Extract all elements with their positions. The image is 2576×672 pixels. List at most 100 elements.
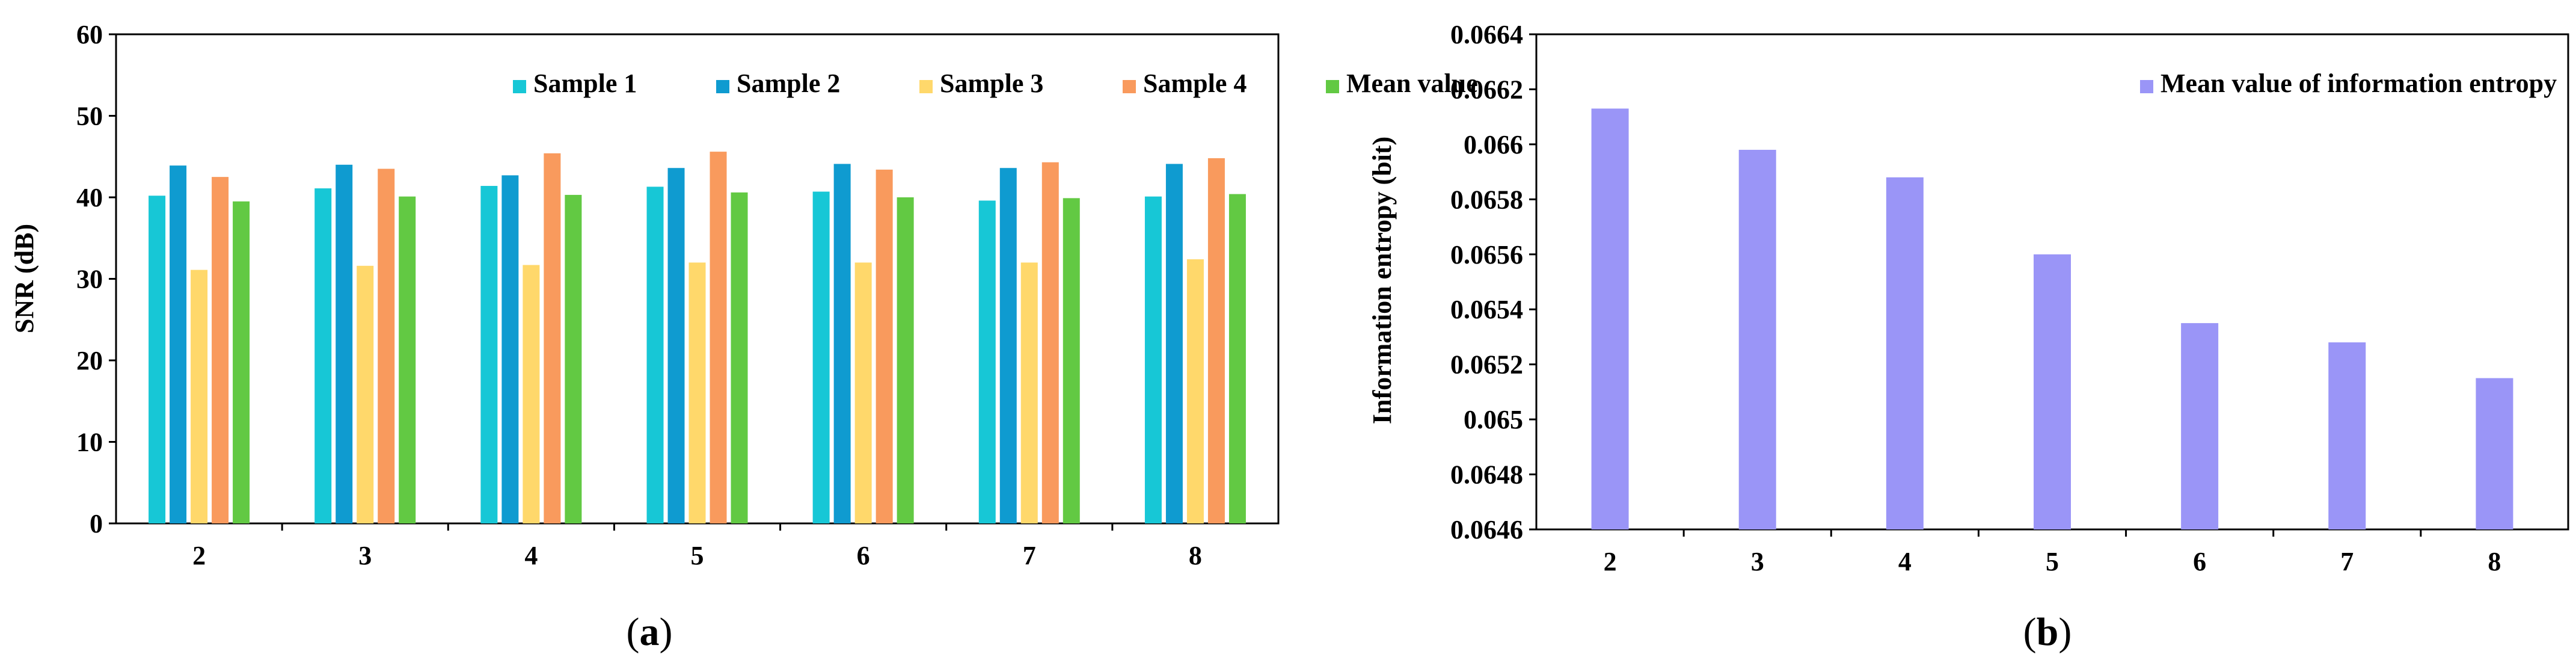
bar-sample-3-5 bbox=[688, 262, 706, 523]
bar-sample-2-3 bbox=[336, 164, 353, 523]
y-tick-label: 0.0652 bbox=[1450, 350, 1523, 380]
bar-sample-1-4 bbox=[480, 186, 498, 523]
legend-label: Sample 2 bbox=[737, 69, 840, 98]
bar-mean-value-6 bbox=[897, 197, 914, 523]
legend-label: Sample 1 bbox=[533, 69, 637, 98]
bar-sample-3-3 bbox=[357, 265, 374, 523]
x-tick-label: 5 bbox=[2046, 547, 2059, 576]
y-ticks-a: 0 10 20 30 40 50 60 bbox=[76, 20, 116, 538]
x-tick-label: 6 bbox=[2193, 547, 2206, 576]
x-tick-label: 6 bbox=[857, 541, 870, 570]
caption-b-open: ( bbox=[2023, 610, 2037, 654]
legend-label: Sample 4 bbox=[1143, 69, 1247, 98]
bar-sample-3-7 bbox=[1020, 262, 1038, 523]
x-ticks-a: 2 3 4 5 6 7 8 bbox=[192, 523, 1202, 570]
y-axis-label-b: Information entropy (bit) bbox=[1367, 137, 1397, 424]
y-tick-label: 0.0656 bbox=[1450, 240, 1523, 270]
caption-b-letter: b bbox=[2037, 610, 2059, 654]
bar-mean-value-of-information-entropy-6 bbox=[2181, 323, 2219, 529]
x-tick-label: 4 bbox=[1898, 547, 1912, 576]
bar-mean-value-5 bbox=[731, 192, 748, 523]
x-tick-label: 8 bbox=[2488, 547, 2501, 576]
bar-mean-value-3 bbox=[399, 196, 416, 523]
bar-mean-value-8 bbox=[1228, 194, 1246, 524]
x-tick-label: 5 bbox=[691, 541, 704, 570]
y-tick-label: 0.065 bbox=[1464, 405, 1523, 434]
bar-sample-2-5 bbox=[667, 168, 685, 524]
y-tick-label: 0.066 bbox=[1464, 130, 1523, 159]
x-tick-label: 3 bbox=[358, 541, 372, 570]
legend-label: Sample 3 bbox=[940, 69, 1043, 98]
y-tick-label: 0.0664 bbox=[1450, 20, 1523, 49]
caption-a-letter: a bbox=[640, 610, 660, 654]
y-tick-label: 40 bbox=[76, 183, 103, 212]
bar-mean-value-4 bbox=[565, 194, 582, 523]
legend-swatch bbox=[1123, 80, 1136, 93]
legend-label: Mean value of information entropy bbox=[2160, 69, 2557, 98]
bar-sample-2-8 bbox=[1165, 164, 1183, 523]
bar-sample-1-3 bbox=[314, 188, 332, 524]
caption-a: (a) bbox=[627, 610, 673, 654]
x-tick-label: 7 bbox=[1023, 541, 1036, 570]
x-tick-label: 2 bbox=[192, 541, 206, 570]
bar-sample-2-2 bbox=[170, 165, 187, 523]
y-tick-label: 20 bbox=[76, 346, 103, 375]
legend-swatch bbox=[1326, 80, 1339, 93]
x-tick-label: 2 bbox=[1604, 547, 1617, 576]
y-axis-label-a: SNR (dB) bbox=[10, 224, 39, 333]
x-tick-label: 4 bbox=[524, 541, 538, 570]
bar-sample-4-7 bbox=[1041, 162, 1059, 523]
bar-mean-value-of-information-entropy-3 bbox=[1738, 150, 1776, 530]
bars-a bbox=[149, 152, 1246, 524]
bar-sample-4-8 bbox=[1207, 158, 1225, 524]
y-tick-label: 10 bbox=[76, 428, 103, 457]
x-tick-label: 8 bbox=[1189, 541, 1202, 570]
y-tick-label: 0.0654 bbox=[1450, 295, 1523, 324]
legend-swatch bbox=[716, 80, 729, 93]
caption-b: (b) bbox=[2023, 610, 2072, 654]
bar-mean-value-7 bbox=[1063, 198, 1080, 524]
x-ticks-b: 2 3 4 5 6 7 8 bbox=[1604, 529, 2501, 576]
y-tick-label: 60 bbox=[76, 20, 103, 49]
x-tick-label: 3 bbox=[1751, 547, 1764, 576]
y-tick-label: 0.0646 bbox=[1450, 515, 1523, 544]
bar-sample-4-3 bbox=[378, 168, 395, 523]
bar-sample-3-2 bbox=[191, 270, 208, 523]
bar-sample-4-6 bbox=[876, 169, 893, 523]
bar-mean-value-of-information-entropy-5 bbox=[2034, 254, 2071, 529]
bar-sample-3-4 bbox=[523, 265, 540, 523]
y-tick-label: 0.0658 bbox=[1450, 185, 1523, 214]
bar-sample-4-2 bbox=[212, 177, 229, 523]
bar-sample-3-8 bbox=[1186, 259, 1204, 523]
bar-sample-1-8 bbox=[1144, 196, 1162, 523]
legend-label: Mean value bbox=[1346, 69, 1478, 98]
caption-a-close: ) bbox=[660, 610, 673, 654]
y-tick-label: 0 bbox=[90, 509, 103, 538]
x-tick-label: 7 bbox=[2340, 547, 2354, 576]
bar-mean-value-of-information-entropy-4 bbox=[1886, 177, 1924, 529]
legend-b: Mean value of information entropy bbox=[2140, 69, 2557, 98]
bar-mean-value-of-information-entropy-8 bbox=[2476, 378, 2513, 529]
bar-sample-4-5 bbox=[710, 152, 727, 523]
caption-a-open: ( bbox=[627, 610, 640, 654]
bar-sample-1-7 bbox=[978, 200, 996, 523]
legend-a: Sample 1 Sample 2 Sample 3 Sample 4 Mean val… bbox=[513, 69, 1478, 98]
y-ticks-b: 0.0646 0.0648 0.065 0.0652 0.0654 0.0656 0.065… bbox=[1450, 20, 1536, 544]
bar-sample-1-2 bbox=[149, 196, 166, 523]
bar-sample-2-7 bbox=[999, 168, 1017, 524]
caption-b-close: ) bbox=[2058, 610, 2072, 654]
y-tick-label: 0.0662 bbox=[1450, 75, 1523, 104]
bar-sample-2-4 bbox=[501, 175, 519, 523]
bar-sample-2-6 bbox=[833, 164, 851, 523]
bars-b bbox=[1591, 108, 2513, 530]
bar-mean-value-of-information-entropy-7 bbox=[2328, 342, 2366, 529]
chart-panel-b: Information entropy (bit) 0.06460.06480.… bbox=[1367, 20, 2569, 654]
y-tick-label: 50 bbox=[76, 102, 103, 131]
y-tick-label: 30 bbox=[76, 265, 103, 294]
bar-sample-4-4 bbox=[544, 153, 561, 523]
legend-swatch bbox=[919, 80, 933, 93]
legend-swatch bbox=[513, 80, 526, 93]
y-tick-label: 0.0648 bbox=[1450, 460, 1523, 490]
